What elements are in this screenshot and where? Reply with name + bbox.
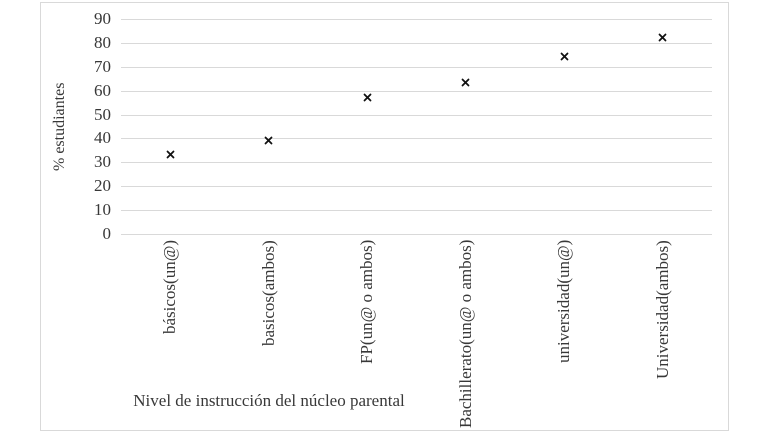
x-marker-icon xyxy=(461,78,470,87)
gridline xyxy=(121,19,712,20)
gridline xyxy=(121,162,712,164)
y-axis-tick-label: 60 xyxy=(94,80,111,100)
y-axis-tick-label: 20 xyxy=(94,176,111,196)
gridline xyxy=(121,138,712,140)
gridline xyxy=(121,42,712,44)
y-axis-tick-label: 0 xyxy=(102,224,112,243)
data-point xyxy=(658,29,667,42)
data-point xyxy=(264,132,273,144)
y-axis-tick-label: 70 xyxy=(94,56,111,76)
data-point xyxy=(166,146,175,159)
plot-area xyxy=(121,19,712,235)
data-point xyxy=(461,74,470,87)
x-axis-category-label: universidad(un@) xyxy=(554,240,574,364)
x-axis-category-label: Universidad(ambos) xyxy=(652,240,672,379)
x-axis-category-label: Bachillerato(un@ o ambos) xyxy=(455,240,475,429)
y-axis-tick-label: 80 xyxy=(94,32,111,52)
gridline xyxy=(121,210,712,212)
chart-frame: % estudiantes 0 10 20 30 40 50 60 70 80 90 básico… xyxy=(40,2,729,431)
x-marker-icon xyxy=(363,93,372,101)
gridline xyxy=(121,66,712,68)
y-axis-tick-label: 50 xyxy=(94,104,111,124)
gridline xyxy=(121,186,712,188)
x-axis-title: Nivel de instrucción del núcleo parental xyxy=(133,391,405,410)
y-axis-tick-label: 40 xyxy=(94,128,111,148)
gridline xyxy=(121,90,712,92)
y-axis-tick-label: 10 xyxy=(94,200,111,220)
y-axis-tick-label: 90 xyxy=(94,9,111,28)
x-marker-icon xyxy=(166,150,175,159)
x-marker-icon xyxy=(560,52,569,61)
y-axis-tick-label: 30 xyxy=(94,152,111,172)
gridline xyxy=(121,234,712,235)
x-marker-icon xyxy=(264,136,273,144)
data-point xyxy=(560,48,569,61)
gridline xyxy=(121,114,712,116)
data-point xyxy=(363,89,372,101)
x-marker-icon xyxy=(658,33,667,42)
